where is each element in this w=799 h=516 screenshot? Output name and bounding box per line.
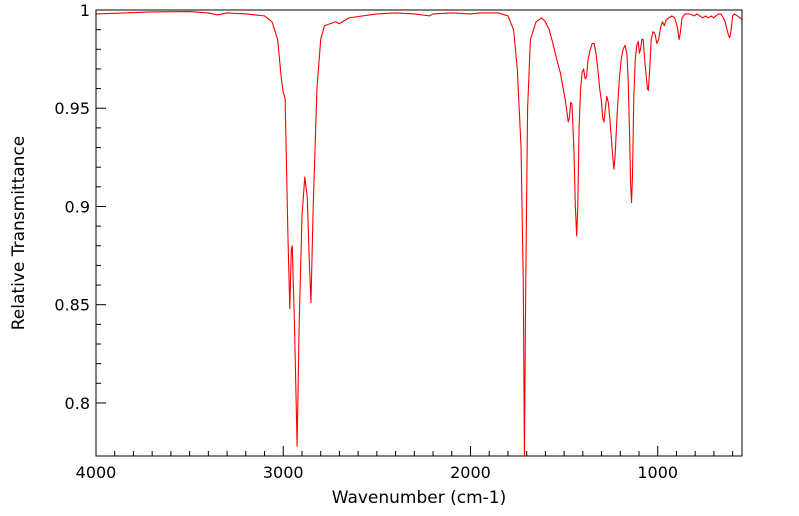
- plot-frame: [95, 9, 743, 457]
- y-tick-label: 1: [80, 1, 90, 20]
- y-axis-ticks: [96, 9, 106, 404]
- x-axis-tick-labels: 4000 3000 2000 1000: [76, 463, 678, 482]
- y-tick-label: 0.85: [54, 296, 90, 315]
- spectrum-line: [95, 11, 743, 457]
- y-tick-label: 0.95: [54, 99, 90, 118]
- y-axis-title: Relative Transmittance: [9, 136, 29, 331]
- y-tick-label: 0.8: [65, 394, 90, 413]
- y-tick-label: 0.9: [65, 197, 90, 216]
- x-axis-title: Wavenumber (cm-1): [332, 488, 507, 508]
- plot-background: [96, 10, 742, 456]
- x-tick-label: 3000: [263, 463, 304, 482]
- x-tick-label: 1000: [637, 463, 678, 482]
- x-axis-ticks: [95, 446, 734, 456]
- y-axis-tick-labels: 1 0.95 0.9 0.85 0.8: [54, 1, 90, 413]
- x-tick-label: 4000: [76, 463, 117, 482]
- x-tick-label: 2000: [450, 463, 491, 482]
